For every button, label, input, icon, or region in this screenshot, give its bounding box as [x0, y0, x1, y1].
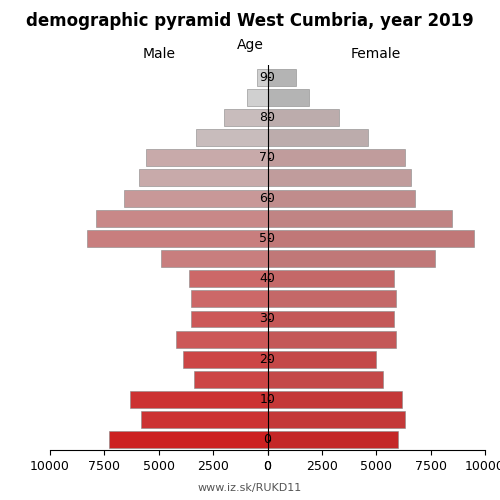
Bar — [268, 89, 309, 106]
Bar — [268, 109, 340, 126]
Bar — [268, 330, 396, 347]
Bar — [182, 351, 268, 368]
Bar — [189, 270, 268, 287]
Text: 20: 20 — [260, 353, 276, 366]
Bar — [268, 129, 368, 146]
Bar — [224, 109, 268, 126]
Bar — [176, 330, 268, 347]
Bar — [268, 230, 474, 247]
Bar — [256, 68, 268, 86]
Text: 80: 80 — [260, 111, 276, 124]
Bar — [268, 391, 402, 408]
Text: demographic pyramid West Cumbria, year 2019: demographic pyramid West Cumbria, year 2… — [26, 12, 474, 30]
Bar — [192, 310, 268, 328]
Bar — [142, 412, 268, 428]
Bar — [268, 351, 376, 368]
Bar — [268, 68, 296, 86]
Bar — [196, 129, 268, 146]
Text: 90: 90 — [260, 70, 276, 84]
Bar — [268, 310, 394, 328]
Bar — [161, 250, 268, 267]
Text: 30: 30 — [260, 312, 276, 326]
Title: Female: Female — [351, 47, 402, 61]
Text: www.iz.sk/RUKD11: www.iz.sk/RUKD11 — [198, 482, 302, 492]
Text: Age: Age — [236, 38, 264, 52]
Bar — [96, 210, 268, 226]
Bar — [124, 190, 268, 206]
Bar — [268, 150, 404, 166]
Bar — [268, 412, 404, 428]
Text: 0: 0 — [264, 434, 272, 446]
Bar — [139, 170, 268, 186]
Text: 60: 60 — [260, 192, 276, 204]
Text: 10: 10 — [260, 393, 276, 406]
Bar — [194, 371, 268, 388]
Title: Male: Male — [142, 47, 176, 61]
Bar — [108, 432, 268, 448]
Text: 50: 50 — [260, 232, 276, 245]
Bar — [87, 230, 268, 247]
Bar — [268, 432, 398, 448]
Bar — [268, 290, 396, 308]
Bar — [130, 391, 268, 408]
Bar — [268, 371, 383, 388]
Text: 70: 70 — [260, 151, 276, 164]
Bar — [268, 250, 435, 267]
Bar — [268, 210, 452, 226]
Text: 40: 40 — [260, 272, 276, 285]
Bar — [268, 270, 394, 287]
Bar — [268, 170, 411, 186]
Bar — [268, 190, 416, 206]
Bar — [146, 150, 268, 166]
Bar — [192, 290, 268, 308]
Bar — [247, 89, 268, 106]
